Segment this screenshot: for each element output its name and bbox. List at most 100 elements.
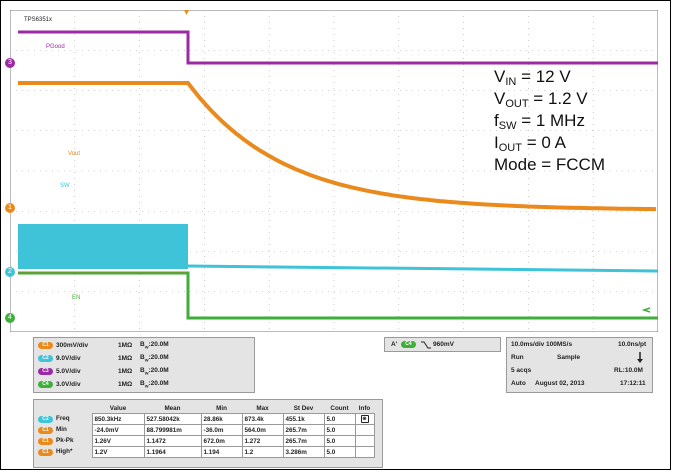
channel-bandwidth: BW:20.0M — [140, 353, 169, 363]
col-header: Max — [256, 404, 269, 412]
table-row[interactable]: C1 Min -24.0mV 88.799981m -36.0m 564.0m 2… — [36, 424, 375, 436]
vout-line: VOUT = 1.2 V — [494, 89, 588, 110]
col-header: St Dev — [293, 404, 314, 412]
channel-impedance: 1MΩ — [118, 354, 133, 362]
channel-bandwidth: BW:20.0M — [140, 379, 169, 389]
record-length: RL:10.0M — [614, 367, 643, 374]
row-badge: C2 — [38, 416, 53, 423]
channel-row[interactable]: C3 5.0V/div 1MΩ BW:20.0M — [38, 366, 169, 376]
pgood-label: PGood — [46, 44, 65, 50]
vout-label: Vout — [68, 151, 81, 157]
col-header: Value — [109, 404, 127, 412]
channel-scale: 5.0V/div — [56, 367, 81, 375]
trigger-source-badge: C4 — [401, 341, 416, 348]
vout-trace — [18, 81, 657, 212]
sw-trace — [187, 264, 658, 273]
ch3-marker[interactable]: 3 — [5, 58, 15, 68]
channel-badge: C4 — [38, 380, 53, 388]
acquisition-mode: Sample — [557, 354, 581, 361]
cell-info — [354, 446, 375, 458]
cell-min: 1.194 — [200, 446, 243, 458]
row-badge: C1 — [38, 449, 53, 456]
sw-label: SW — [60, 183, 70, 189]
table-row[interactable]: C1 High* 1.2V 1.1964 1.194 1.2 3.286m 5.0 — [36, 446, 375, 458]
vin-line: VIN = 12 V — [494, 67, 571, 88]
table-row[interactable]: C2 Freq 850.3kHz 527.58042k 28.86k 873.4k… — [36, 413, 375, 425]
cell-min: -36.0m — [200, 424, 243, 436]
graticule-grid — [10, 10, 658, 332]
en-label: EN — [72, 295, 81, 301]
cell-count: 5.0 — [323, 424, 356, 436]
trigger-level-icon — [641, 307, 651, 313]
cell-max: 873.4k — [241, 413, 284, 425]
horizontal-scale[interactable]: 10.0ms/div 100MS/s — [511, 341, 573, 348]
timebase-panel: 10.0ms/div 100MS/s 10.0ns/pt Run Sample … — [506, 337, 653, 393]
col-header: Info — [358, 404, 371, 412]
fsw-line: fSW = 1 MHz — [494, 111, 585, 132]
trigger-level: 960mV — [433, 341, 454, 348]
cell-mean: 527.58042k — [143, 413, 202, 425]
capture-date: August 02, 2013 — [535, 380, 585, 387]
channel-scale: 300mV/div — [56, 341, 89, 349]
cell-value: -24.0mV — [91, 424, 145, 436]
ch1-marker[interactable]: 1 — [5, 203, 15, 213]
trigger-position-icon — [184, 10, 189, 15]
cell-min: 28.86k — [200, 413, 243, 425]
trigger-mode[interactable]: Auto — [511, 380, 526, 387]
channel-scale: 3.0V/div — [56, 380, 81, 388]
channel-bandwidth: BW:20.0M — [140, 340, 169, 350]
channel-scale: 9.0V/div — [56, 354, 81, 362]
cell-stdev: 455.1k — [282, 413, 325, 425]
cell-value: 1.26V — [91, 435, 145, 447]
run-state[interactable]: Run — [511, 354, 524, 361]
row-badge: C1 — [38, 438, 53, 445]
scope-display: TPS6351x PGood Vout SW EN 3 1 2 4 — [5, 10, 658, 332]
cell-stdev: 265.7m — [282, 424, 325, 436]
measurement-panel: Value Mean Min Max St Dev Count Info C2 F… — [33, 399, 383, 468]
measurement-name: Pk-Pk — [56, 437, 74, 444]
cell-stdev: 265.7m — [282, 435, 325, 447]
col-header: Min — [216, 404, 227, 412]
falling-edge-icon — [421, 341, 431, 349]
measurement-name: Freq — [56, 415, 70, 422]
trigger-panel[interactable]: A' C4 960mV — [384, 337, 501, 352]
cell-mean: 1.1964 — [143, 446, 202, 458]
channel-row[interactable]: C4 3.0V/div 1MΩ BW:20.0M — [38, 379, 169, 389]
mode-line: Mode = FCCM — [494, 155, 605, 174]
iout-line: IOUT = 0 A — [494, 133, 566, 154]
channel-settings-panel: C1 300mV/div 1MΩ BW:20.0M C2 9.0V/div 1M… — [33, 337, 255, 393]
ch4-marker[interactable]: 4 — [5, 313, 15, 323]
cell-max: 564.0m — [241, 424, 284, 436]
cell-info — [354, 435, 375, 447]
channel-impedance: 1MΩ — [118, 380, 133, 388]
channel-impedance: 1MΩ — [118, 341, 133, 349]
capture-time: 17:12:11 — [620, 380, 646, 387]
table-row[interactable]: C1 Pk-Pk 1.26V 1.1472 672.0m 1.272 265.7m… — [36, 435, 375, 447]
cell-value: 850.3kHz — [91, 413, 145, 425]
cell-mean: 88.799981m — [143, 424, 202, 436]
channel-row[interactable]: C2 9.0V/div 1MΩ BW:20.0M — [38, 353, 169, 363]
channel-row[interactable]: C1 300mV/div 1MΩ BW:20.0M — [38, 340, 169, 350]
scope-model-label: TPS6351x — [24, 17, 53, 23]
waveform-area — [10, 10, 658, 332]
channel-impedance: 1MΩ — [118, 367, 133, 375]
cell-min: 672.0m — [200, 435, 243, 447]
record-arrow-icon — [637, 352, 643, 363]
cell-count: 5.0 — [323, 446, 356, 458]
channel-badge: C2 — [38, 354, 53, 362]
en-trace — [18, 271, 658, 320]
measurement-name: Min — [56, 426, 67, 433]
cell-max: 1.272 — [241, 435, 284, 447]
channel-badge: C1 — [38, 341, 53, 349]
info-icon[interactable]: ⊛ — [354, 413, 375, 425]
acquisition-count: 5 acqs — [511, 367, 532, 374]
trigger-label: A' — [391, 341, 398, 348]
cell-mean: 1.1472 — [143, 435, 202, 447]
row-badge: C1 — [38, 427, 53, 434]
ch2-marker[interactable]: 2 — [5, 267, 15, 277]
channel-bandwidth: BW:20.0M — [140, 366, 169, 376]
cell-value: 1.2V — [91, 446, 145, 458]
cell-info — [354, 424, 375, 436]
measurement-name: High* — [56, 448, 73, 455]
